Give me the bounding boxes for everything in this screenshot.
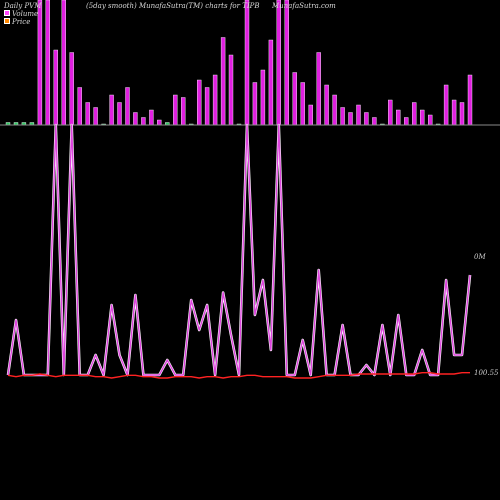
volume-bar — [308, 104, 313, 126]
volume-bar — [204, 87, 210, 126]
volume-bar — [276, 0, 281, 126]
volume-bar — [268, 39, 274, 126]
volume-bar — [260, 69, 266, 126]
chart-header-title: (5day smooth) MunafaSutra(TM) charts for… — [86, 2, 260, 10]
volume-bar — [428, 114, 433, 126]
legend-price-swatch — [4, 18, 10, 24]
volume-bar — [149, 109, 154, 126]
volume-bar — [109, 94, 114, 126]
chart-lines — [6, 123, 472, 379]
volume-bar — [284, 0, 289, 126]
volume-bar — [467, 74, 473, 126]
volume-bar — [212, 74, 218, 126]
legend-volume-swatch — [4, 10, 10, 16]
volume-bar — [332, 94, 337, 126]
volume-bar — [141, 117, 146, 126]
legend-volume-label: Volume — [12, 10, 39, 18]
volume-bar — [364, 112, 369, 126]
volume-bar — [93, 107, 98, 126]
volume-bar — [420, 109, 425, 126]
volume-bar — [443, 84, 449, 126]
volume-bar — [37, 0, 43, 126]
volume-bar — [53, 49, 58, 126]
volume-bar — [324, 84, 329, 126]
volume-bar — [451, 99, 457, 126]
volume-bar — [292, 72, 297, 126]
volume-bar — [125, 87, 130, 126]
volume-bar — [459, 102, 465, 126]
volume-bar — [396, 109, 401, 126]
price-last-label: 100.55 — [474, 369, 499, 377]
volume-bar — [228, 54, 234, 126]
volume-bar — [356, 104, 361, 126]
volume-bar — [173, 94, 178, 126]
volume-bar — [45, 0, 50, 126]
volume-bar — [244, 0, 250, 126]
legend-price-label: Price — [12, 18, 31, 26]
volume-bar — [157, 119, 162, 126]
legend-volume: Volume — [4, 10, 38, 18]
chart-header-site: MunafaSutra.com — [272, 2, 336, 10]
volume-bar — [117, 102, 122, 126]
volume-bars — [5, 0, 473, 126]
volume-bar — [252, 82, 258, 126]
volume-bar — [388, 99, 393, 126]
volume-bar — [69, 52, 74, 126]
legend-price: Price — [4, 18, 30, 26]
volume-bar — [340, 107, 345, 126]
volume-bar — [85, 102, 90, 126]
chart-header-left: Daily PVM — [4, 2, 42, 10]
volume-bar — [196, 79, 202, 126]
volume-bar — [316, 52, 321, 126]
volume-bar — [412, 102, 417, 126]
pvm-last-label: 0M — [474, 253, 486, 261]
volume-bar — [348, 112, 353, 126]
volume-bar — [77, 87, 82, 126]
volume-bar — [133, 112, 138, 126]
volume-bar — [300, 82, 305, 126]
volume-bar — [180, 97, 186, 126]
volume-bar — [220, 37, 226, 126]
price-line — [7, 372, 470, 379]
volume-bar — [404, 117, 409, 126]
volume-bar — [61, 0, 66, 126]
volume-bar — [372, 117, 377, 126]
